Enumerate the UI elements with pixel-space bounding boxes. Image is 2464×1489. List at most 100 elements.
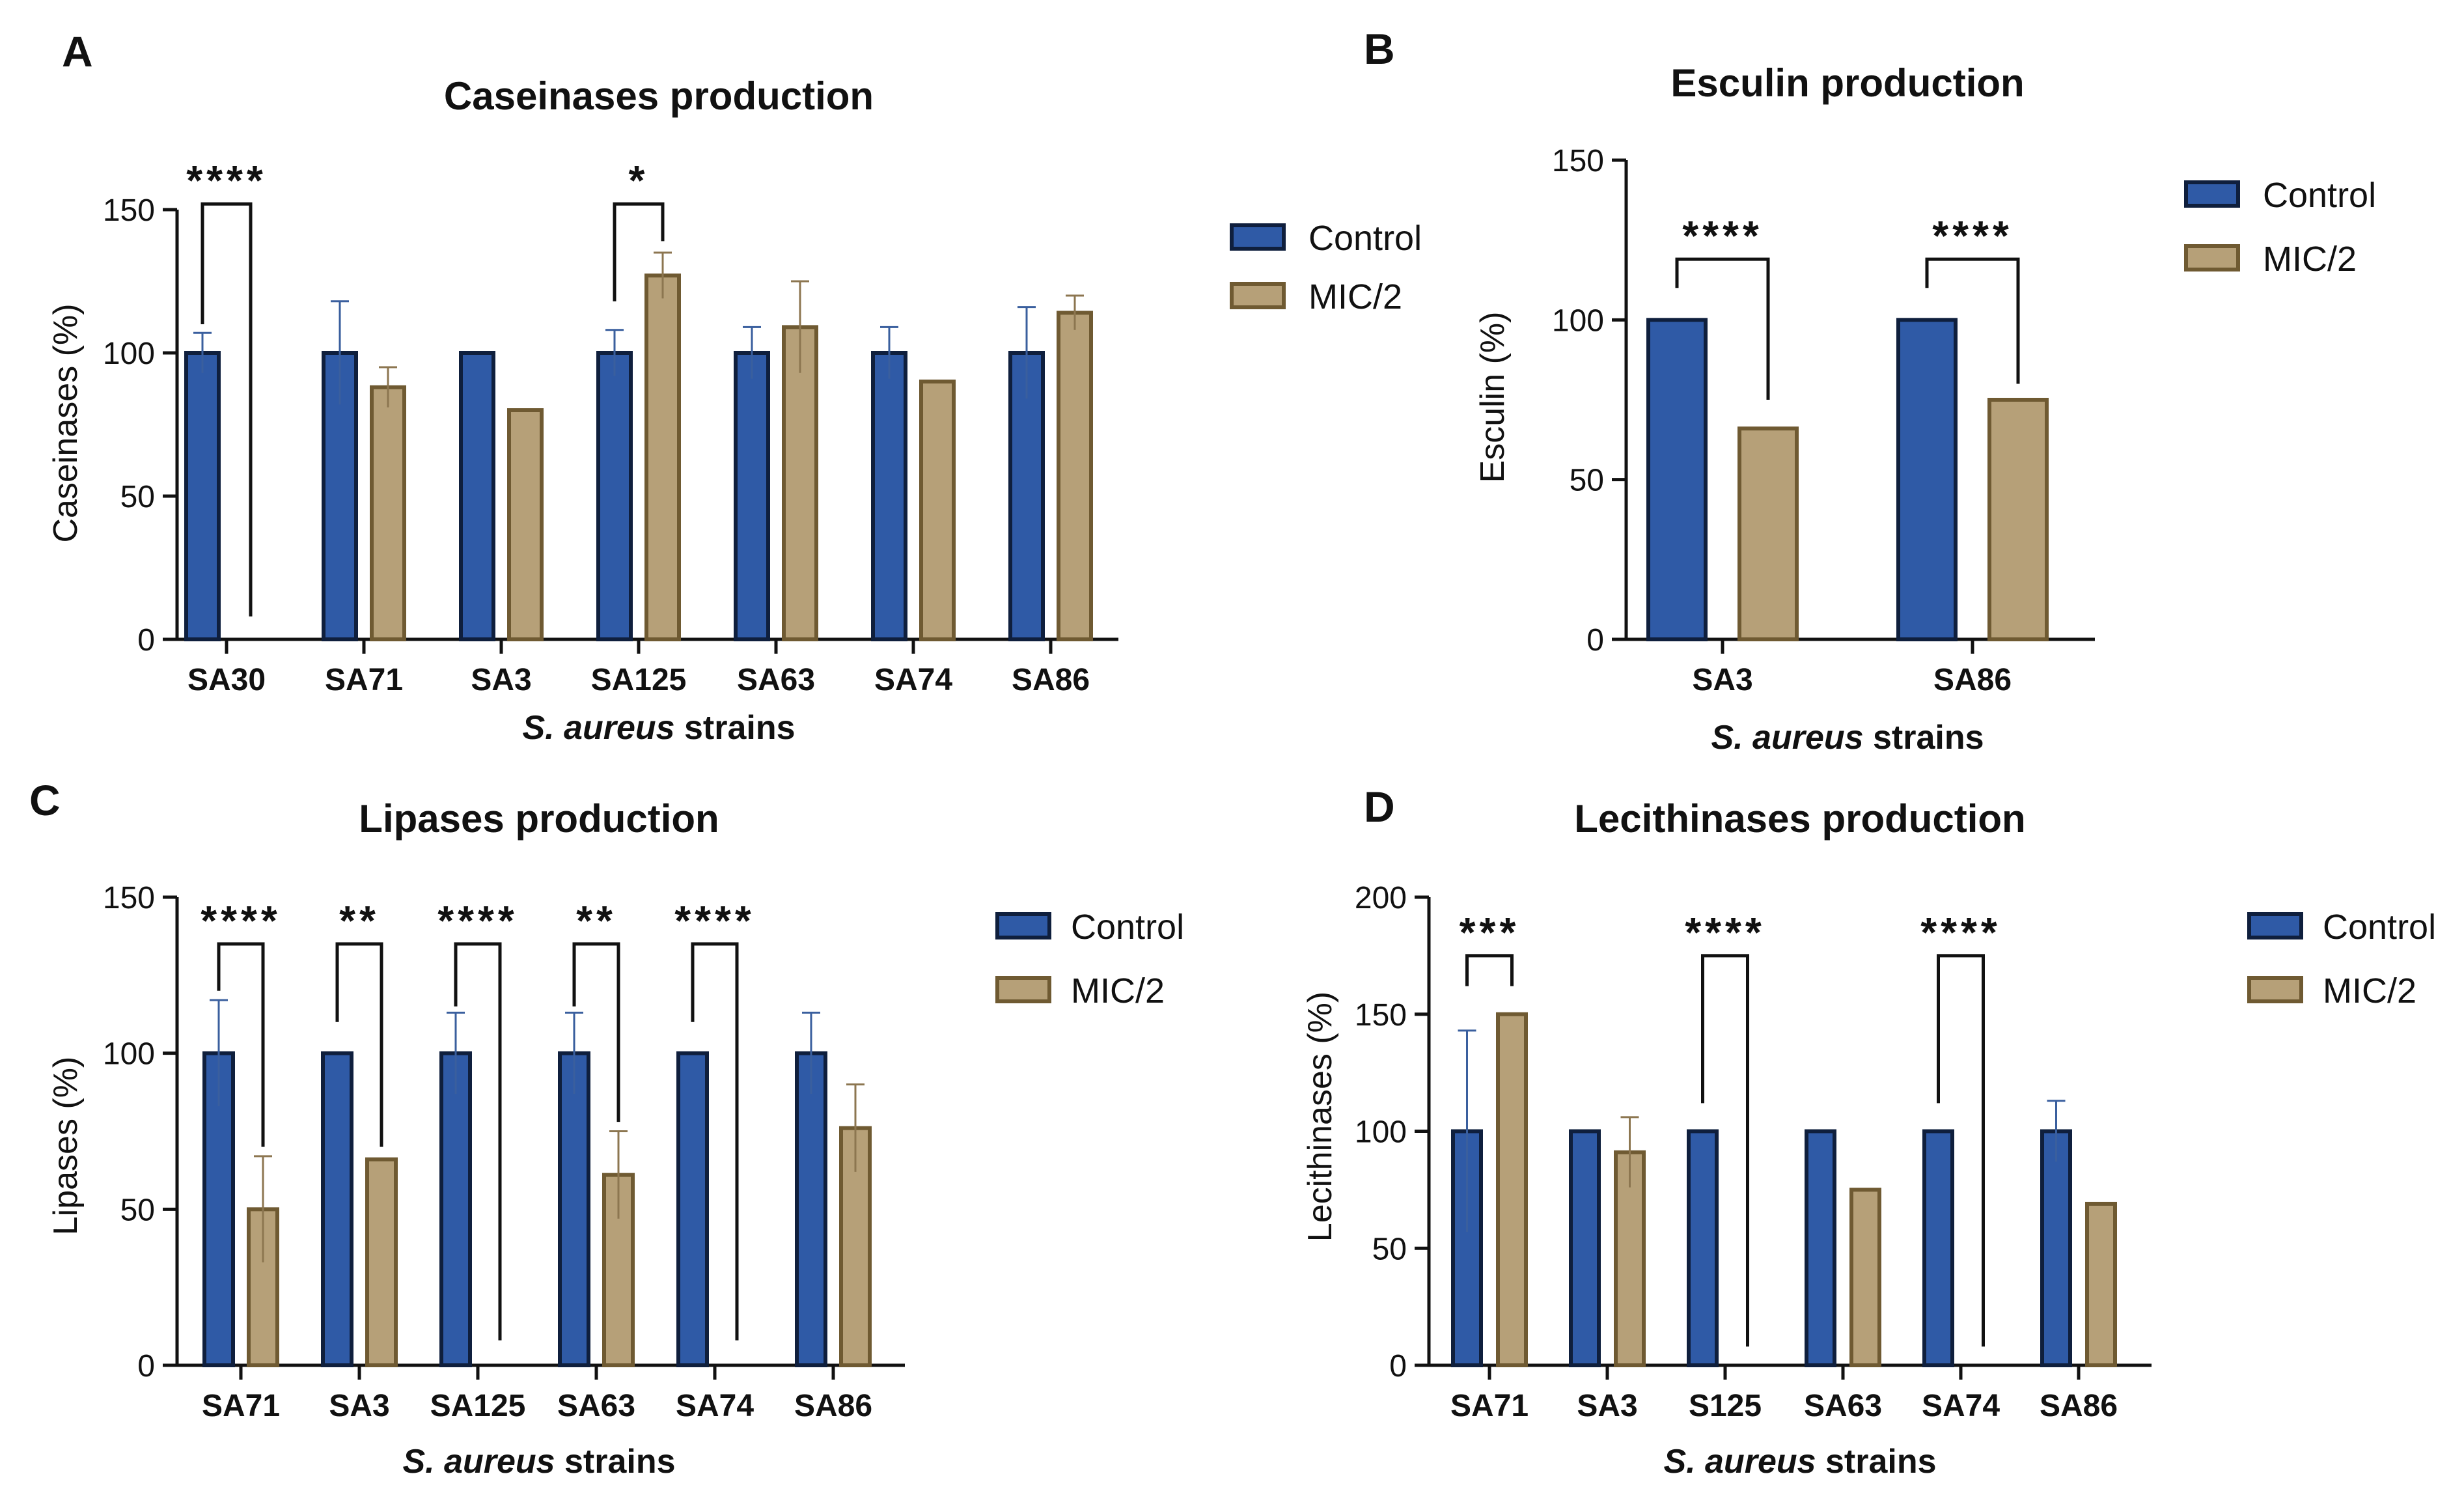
significance-bracket bbox=[691, 942, 739, 1341]
x-tick-label: SA63 bbox=[1804, 1389, 1882, 1423]
y-tick-label: 200 bbox=[1355, 881, 1407, 915]
y-tick-label: 50 bbox=[120, 480, 155, 514]
bar-control-sa63 bbox=[1805, 1129, 1836, 1367]
x-tick-label: SA71 bbox=[325, 663, 403, 697]
x-tick-label: SA74 bbox=[1922, 1389, 2000, 1423]
y-tick-label: 50 bbox=[1570, 464, 1604, 498]
x-axis-label-d: S. aureus strains bbox=[1663, 1443, 1936, 1481]
y-tick-label: 0 bbox=[1389, 1349, 1407, 1384]
significance-label: *** bbox=[1460, 909, 1520, 956]
bar-control-sa86 bbox=[1896, 318, 1958, 641]
panel-letter-c: C bbox=[29, 776, 61, 824]
legend-swatch-mic-a bbox=[1230, 282, 1286, 309]
y-tick-label: 0 bbox=[137, 1349, 155, 1384]
bar-mic-sa3 bbox=[365, 1157, 398, 1367]
bar-mic-sa3 bbox=[1737, 426, 1799, 641]
significance-bracket bbox=[1675, 257, 1770, 400]
bar-control-sa3 bbox=[459, 351, 495, 641]
legend-swatch-control-a bbox=[1230, 223, 1286, 251]
x-axis-label-italic-c: S. aureus bbox=[402, 1443, 555, 1481]
x-tick-label: SA86 bbox=[1933, 663, 2012, 697]
legend-d: Control MIC/2 bbox=[2247, 908, 2436, 1010]
x-tick-label: SA74 bbox=[676, 1389, 754, 1423]
y-tick-label: 0 bbox=[1586, 623, 1604, 658]
x-tick-label: S125 bbox=[1689, 1389, 1762, 1423]
x-tick-label: SA3 bbox=[1577, 1389, 1637, 1423]
bar-control-sa86 bbox=[795, 1051, 827, 1367]
bar-control-sa30 bbox=[184, 351, 221, 641]
significance-bracket bbox=[613, 202, 665, 301]
bar-mic-sa86 bbox=[2085, 1201, 2117, 1367]
bar-control-sa125 bbox=[439, 1051, 472, 1367]
y-tick-label: 0 bbox=[137, 623, 155, 658]
y-tick-label: 150 bbox=[1355, 998, 1407, 1033]
x-axis-label-italic-a: S. aureus bbox=[522, 709, 674, 747]
y-tick-label: 100 bbox=[103, 1037, 155, 1072]
bar-control-sa3 bbox=[1569, 1129, 1601, 1367]
panel-letter-b: B bbox=[1364, 25, 1395, 73]
x-tick-label: SA63 bbox=[557, 1389, 635, 1423]
legend-swatch-control-b bbox=[2184, 180, 2240, 208]
x-axis-label-b: S. aureus strains bbox=[1711, 719, 1984, 757]
panel-a: A Caseinases production Caseinases (%) S… bbox=[47, 27, 1422, 747]
panel-b: B Esculin production Esculin (%) S. aure… bbox=[1364, 25, 2376, 757]
significance-label: * bbox=[629, 157, 649, 204]
significance-bracket bbox=[1701, 954, 1749, 1347]
y-axis-label-c: Lipases (%) bbox=[47, 1057, 85, 1236]
chart-title-c: Lipases production bbox=[359, 797, 719, 841]
legend-swatch-mic-d bbox=[2247, 976, 2303, 1003]
significance-label: **** bbox=[1932, 212, 2013, 259]
x-tick-label: SA74 bbox=[874, 663, 952, 697]
legend-label-mic-d: MIC/2 bbox=[2323, 971, 2416, 1010]
legend-swatch-mic-c bbox=[995, 976, 1051, 1003]
significance-bracket bbox=[454, 942, 502, 1341]
significance-label: **** bbox=[674, 897, 755, 944]
y-tick-label: 150 bbox=[1552, 144, 1604, 178]
bar-control-sa74 bbox=[676, 1051, 709, 1367]
bar-mic-sa86 bbox=[1987, 398, 2049, 641]
significance-label: **** bbox=[1682, 212, 1763, 259]
x-axis-label-a: S. aureus strains bbox=[522, 709, 795, 747]
legend-c: Control MIC/2 bbox=[995, 908, 1184, 1010]
x-tick-label: SA71 bbox=[202, 1389, 280, 1423]
legend-label-control-b: Control bbox=[2263, 176, 2376, 215]
significance-label: ** bbox=[339, 897, 380, 944]
x-tick-label: SA86 bbox=[2040, 1389, 2118, 1423]
legend-label-control-d: Control bbox=[2323, 908, 2436, 947]
bar-control-sa63 bbox=[734, 351, 770, 641]
bar-control-sa86 bbox=[2040, 1129, 2072, 1367]
chart-title-b: Esculin production bbox=[1670, 61, 2024, 105]
legend-swatch-control-c bbox=[995, 912, 1051, 939]
x-tick-label: SA86 bbox=[794, 1389, 872, 1423]
significance-label: **** bbox=[437, 897, 518, 944]
legend-b: Control MIC/2 bbox=[2184, 176, 2376, 279]
panel-d: D Lecithinases production Lecithinases (… bbox=[1301, 783, 2436, 1481]
significance-bracket bbox=[1465, 954, 1514, 986]
x-axis-label-rest-b: strains bbox=[1864, 719, 1984, 757]
significance-label: **** bbox=[1920, 909, 2001, 956]
chart-title-d: Lecithinases production bbox=[1574, 797, 2025, 841]
bar-mic-sa63 bbox=[1849, 1188, 1881, 1367]
bar-control-sa74 bbox=[871, 351, 907, 641]
bar-mic-sa71 bbox=[1496, 1012, 1528, 1367]
bar-control-sa63 bbox=[558, 1051, 590, 1367]
y-axis-label-d: Lecithinases (%) bbox=[1301, 992, 1339, 1242]
y-tick-label: 50 bbox=[120, 1193, 155, 1227]
panel-c: C Lipases production Lipases (%) S. aure… bbox=[29, 776, 1184, 1481]
bar-mic-sa63 bbox=[782, 325, 818, 641]
panel-letter-a: A bbox=[62, 27, 93, 76]
y-tick-label: 50 bbox=[1372, 1232, 1407, 1266]
x-tick-label: SA125 bbox=[430, 1389, 526, 1423]
legend-a: Control MIC/2 bbox=[1230, 219, 1422, 316]
bar-mic-sa3 bbox=[507, 408, 544, 641]
y-axis-label-b: Esculin (%) bbox=[1474, 312, 1512, 483]
chart-title-a: Caseinases production bbox=[444, 74, 874, 118]
significance-label: **** bbox=[1685, 909, 1765, 956]
x-tick-label: SA3 bbox=[471, 663, 531, 697]
x-axis-label-rest-c: strains bbox=[555, 1443, 676, 1481]
significance-label: **** bbox=[201, 897, 281, 944]
panel-letter-d: D bbox=[1364, 783, 1395, 831]
